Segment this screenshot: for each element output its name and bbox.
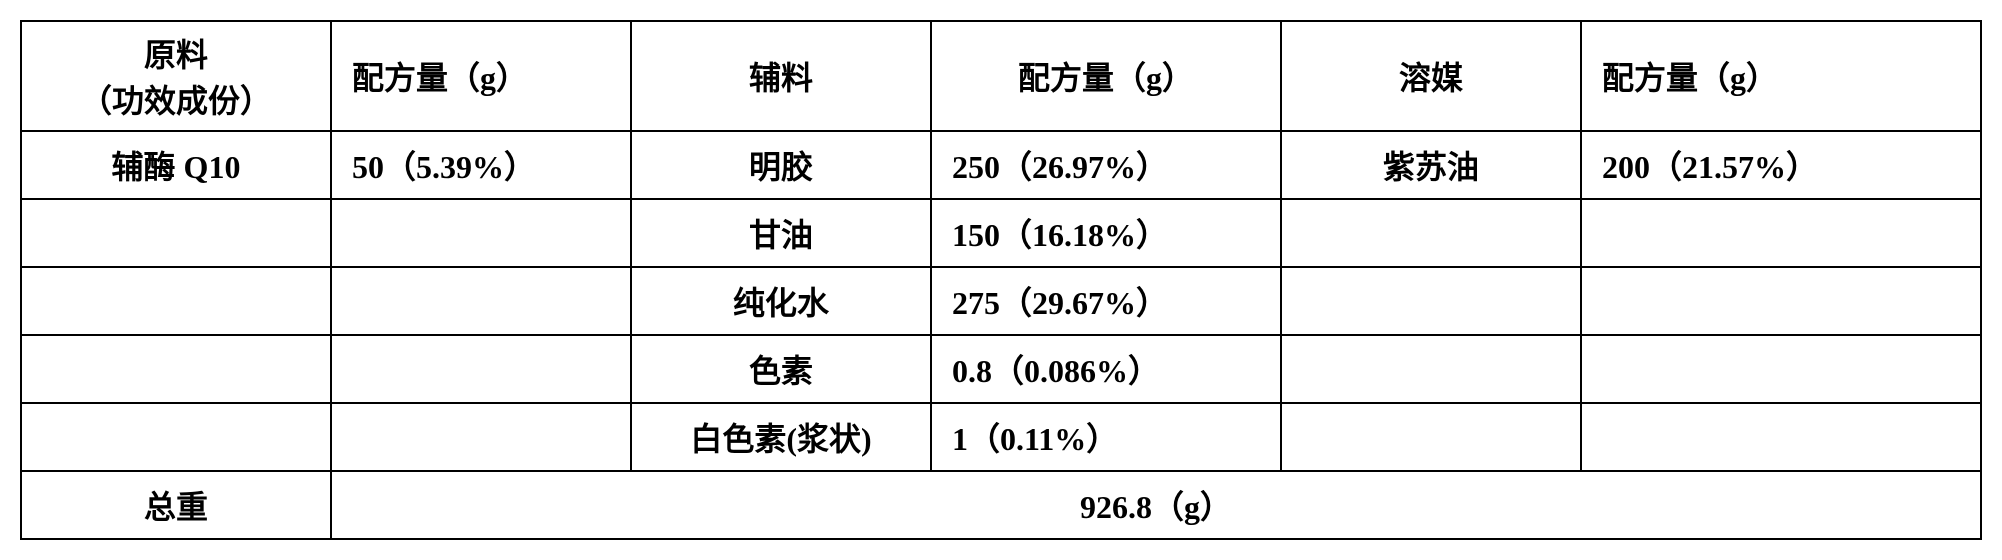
- cell-amount: [331, 403, 631, 471]
- header-excipient: 辅料: [631, 21, 931, 131]
- cell-excipient: 明胶: [631, 131, 931, 199]
- cell-solvent: [1281, 335, 1581, 403]
- header-amount1: 配方量（g）: [331, 21, 631, 131]
- table-footer-row: 总重 926.8（g）: [21, 471, 1981, 539]
- cell-excipient: 甘油: [631, 199, 931, 267]
- cell-ingredient: 辅酶 Q10: [21, 131, 331, 199]
- cell-solvent: 紫苏油: [1281, 131, 1581, 199]
- header-line1: 原料: [34, 30, 318, 76]
- header-amount3: 配方量（g）: [1581, 21, 1981, 131]
- cell-amount: 150（16.18%）: [931, 199, 1281, 267]
- cell-amount: 250（26.97%）: [931, 131, 1281, 199]
- table-row: 白色素(浆状) 1（0.11%）: [21, 403, 1981, 471]
- table-row: 甘油 150（16.18%）: [21, 199, 1981, 267]
- cell-ingredient: [21, 199, 331, 267]
- table-header-row: 原料 （功效成份） 配方量（g） 辅料 配方量（g） 溶媒 配方量（g）: [21, 21, 1981, 131]
- cell-excipient: 白色素(浆状): [631, 403, 931, 471]
- cell-amount: 50（5.39%）: [331, 131, 631, 199]
- cell-amount: [1581, 403, 1981, 471]
- cell-amount: [1581, 267, 1981, 335]
- cell-amount: [1581, 335, 1981, 403]
- footer-total: 926.8（g）: [331, 471, 1981, 539]
- header-line2: （功效成份）: [34, 76, 318, 122]
- header-amount2: 配方量（g）: [931, 21, 1281, 131]
- cell-ingredient: [21, 403, 331, 471]
- cell-solvent: [1281, 403, 1581, 471]
- cell-excipient: 纯化水: [631, 267, 931, 335]
- cell-amount: 1（0.11%）: [931, 403, 1281, 471]
- cell-ingredient: [21, 335, 331, 403]
- cell-amount: [331, 267, 631, 335]
- cell-amount: [331, 199, 631, 267]
- header-solvent: 溶媒: [1281, 21, 1581, 131]
- cell-amount: 0.8（0.086%）: [931, 335, 1281, 403]
- header-ingredient: 原料 （功效成份）: [21, 21, 331, 131]
- cell-solvent: [1281, 267, 1581, 335]
- formula-table: 原料 （功效成份） 配方量（g） 辅料 配方量（g） 溶媒 配方量（g） 辅酶 …: [20, 20, 1982, 540]
- cell-amount: 200（21.57%）: [1581, 131, 1981, 199]
- cell-amount: [1581, 199, 1981, 267]
- cell-excipient: 色素: [631, 335, 931, 403]
- cell-amount: [331, 335, 631, 403]
- footer-label: 总重: [21, 471, 331, 539]
- cell-amount: 275（29.67%）: [931, 267, 1281, 335]
- cell-ingredient: [21, 267, 331, 335]
- table-row: 色素 0.8（0.086%）: [21, 335, 1981, 403]
- cell-solvent: [1281, 199, 1581, 267]
- table-row: 纯化水 275（29.67%）: [21, 267, 1981, 335]
- table-row: 辅酶 Q10 50（5.39%） 明胶 250（26.97%） 紫苏油 200（…: [21, 131, 1981, 199]
